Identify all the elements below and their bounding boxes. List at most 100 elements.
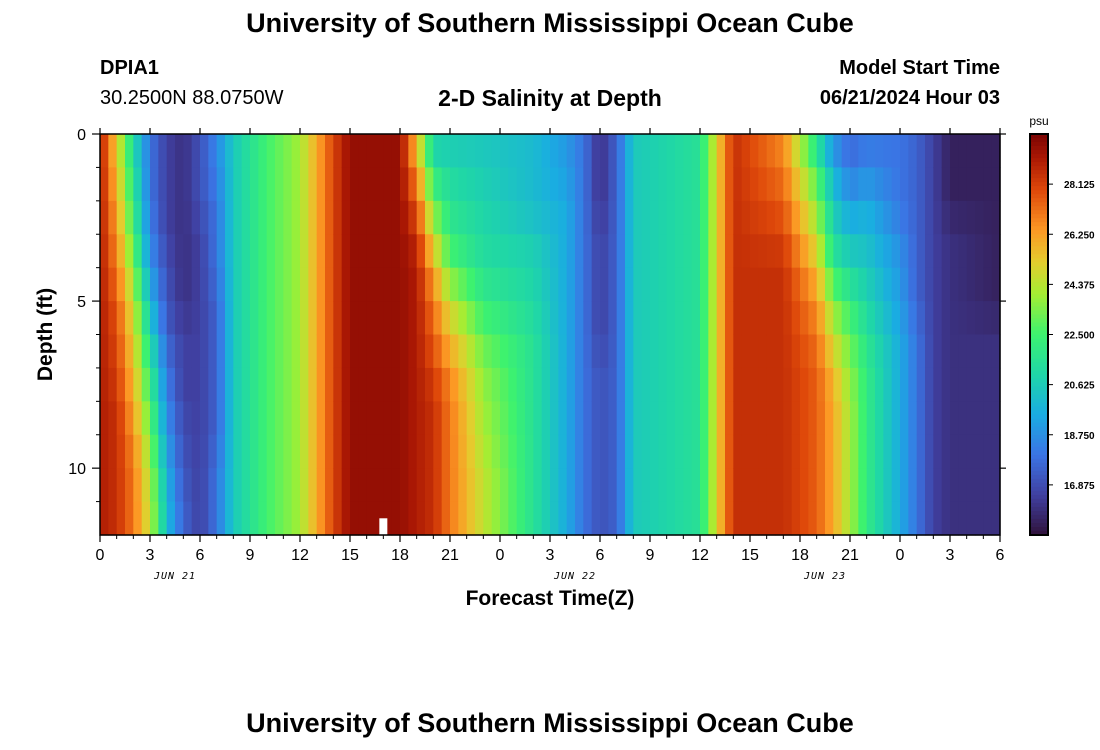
heatmap-cell [525, 468, 534, 503]
heatmap-cell [166, 234, 176, 269]
heatmap-cell [558, 334, 568, 369]
heatmap-cell [866, 167, 876, 202]
heatmap-cell [558, 401, 568, 436]
heatmap-cell [983, 501, 993, 536]
heatmap-cell [375, 301, 384, 336]
heatmap-cell [925, 301, 934, 336]
heatmap-cell [641, 301, 651, 336]
heatmap-cell [516, 501, 526, 536]
date-label: JUN 23 [803, 571, 846, 582]
heatmap-cell [208, 200, 218, 235]
heatmap-cell [400, 434, 409, 469]
heatmap-cell [491, 267, 501, 302]
heatmap-cell [433, 134, 443, 169]
heatmap-cell [975, 367, 984, 402]
heatmap-cell [716, 167, 726, 202]
heatmap-cell [508, 434, 518, 469]
heatmap-cell [366, 234, 376, 269]
heatmap-cell [308, 167, 318, 202]
heatmap-cell [908, 267, 918, 302]
heatmap-cell [358, 501, 368, 536]
colorbar-segment [1030, 470, 1048, 476]
heatmap-cell [325, 334, 334, 369]
heatmap-cell [458, 501, 468, 536]
heatmap-cell [416, 234, 426, 269]
heatmap-cell [800, 334, 809, 369]
heatmap-cell [108, 434, 118, 469]
heatmap-cell [850, 234, 859, 269]
heatmap-cell [291, 167, 301, 202]
heatmap-cell [116, 167, 126, 202]
heatmap-cell [100, 167, 109, 202]
heatmap-cell [366, 200, 376, 235]
heatmap-cell [283, 200, 293, 235]
heatmap-cell [875, 434, 884, 469]
heatmap-cell [100, 301, 109, 336]
heatmap-cell [650, 200, 659, 235]
heatmap-cell [225, 301, 234, 336]
heatmap-cell [400, 367, 409, 402]
time-marker [379, 518, 388, 535]
heatmap-cell [708, 200, 718, 235]
heatmap-cell [750, 200, 759, 235]
heatmap-cell [533, 234, 543, 269]
heatmap-cell [733, 501, 743, 536]
heatmap-cell [925, 234, 934, 269]
heatmap-cell [150, 367, 159, 402]
heatmap-cell [916, 301, 926, 336]
heatmap-cell [350, 301, 359, 336]
heatmap-cell [266, 468, 276, 503]
heatmap-cell [650, 367, 659, 402]
heatmap-cell [775, 167, 784, 202]
colorbar-segment [1030, 342, 1048, 348]
heatmap-cell [850, 434, 859, 469]
heatmap-cell [516, 200, 526, 235]
heatmap-cell [375, 234, 384, 269]
heatmap-cell [608, 401, 618, 436]
heatmap-cell [366, 367, 376, 402]
heatmap-cell [208, 301, 218, 336]
heatmap-cell [500, 267, 509, 302]
heatmap-cell [258, 234, 268, 269]
heatmap-cell [883, 200, 893, 235]
heatmap-cell [350, 367, 359, 402]
heatmap-cell [958, 234, 968, 269]
colorbar-segment [1030, 246, 1048, 251]
heatmap-cell [500, 401, 509, 436]
heatmap-cell [558, 301, 568, 336]
heatmap-cell [825, 468, 834, 503]
heatmap-cell [800, 301, 809, 336]
heatmap-cell [216, 401, 226, 436]
heatmap-cell [108, 200, 118, 235]
heatmap-cell [666, 468, 676, 503]
colorbar-segment [1030, 210, 1048, 215]
heatmap-cell [858, 234, 868, 269]
heatmap-cell [583, 200, 593, 235]
heatmap-cell [516, 234, 526, 269]
heatmap-cell [650, 401, 659, 436]
heatmap-cell [375, 167, 384, 202]
colorbar-segment [1030, 442, 1048, 448]
heatmap-cell [891, 267, 901, 302]
heatmap-cell [183, 234, 193, 269]
heatmap-cell [341, 401, 351, 436]
colorbar-segment [1030, 142, 1048, 147]
heatmap-cell [800, 401, 809, 436]
heatmap-cell [125, 367, 134, 402]
heatmap-cell [875, 301, 884, 336]
heatmap-cell [733, 334, 743, 369]
heatmap-cell [408, 167, 418, 202]
heatmap-cell [333, 267, 343, 302]
heatmap-cell [850, 334, 859, 369]
heatmap-cell [241, 434, 251, 469]
heatmap-cell [825, 134, 834, 169]
heatmap-cell [383, 434, 393, 469]
date-label: JUN 21 [153, 571, 196, 582]
heatmap-cell [741, 401, 751, 436]
colorbar-segment [1030, 190, 1048, 195]
heatmap-cell [508, 367, 518, 402]
heatmap-cell [516, 434, 526, 469]
heatmap-cell [566, 334, 576, 369]
x-tick-label: 6 [996, 547, 1005, 564]
heatmap-cell [675, 468, 684, 503]
